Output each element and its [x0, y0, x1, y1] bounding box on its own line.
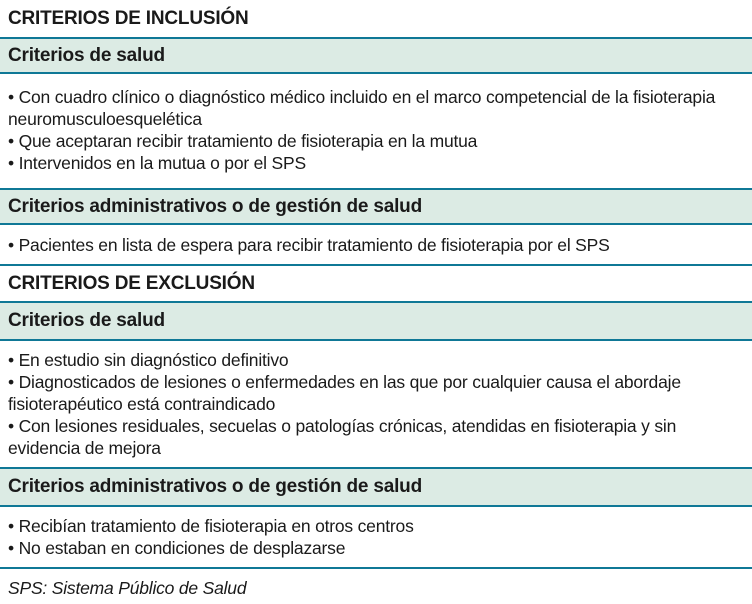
- exclusion-admin-items: • Recibían tratamiento de fisioterapia e…: [0, 507, 752, 567]
- subheader-inclusion-salud: Criterios de salud: [0, 37, 752, 74]
- criteria-item: • Intervenidos en la mutua o por el SPS: [8, 153, 306, 173]
- inclusion-salud-items: • Con cuadro clínico o diagnóstico médic…: [0, 74, 752, 188]
- section-header-inclusion: CRITERIOS DE INCLUSIÓN: [0, 0, 752, 37]
- criteria-item: • Diagnosticados de lesiones o enfermeda…: [8, 372, 681, 414]
- criteria-item: • Con lesiones residuales, secuelas o pa…: [8, 416, 677, 458]
- subheader-exclusion-salud: Criterios de salud: [0, 301, 752, 341]
- criteria-item: • Recibían tratamiento de fisioterapia e…: [8, 516, 414, 536]
- criteria-item: • Que aceptaran recibir tratamiento de f…: [8, 131, 478, 151]
- inclusion-admin-items: • Pacientes en lista de espera para reci…: [0, 225, 752, 266]
- subheader-exclusion-admin: Criterios administrativos o de gestión d…: [0, 467, 752, 507]
- subheader-inclusion-salud-label: Criterios de salud: [8, 44, 165, 66]
- subheader-exclusion-salud-label: Criterios de salud: [8, 310, 165, 331]
- subheader-exclusion-admin-label: Criterios administrativos o de gestión d…: [8, 476, 422, 497]
- footnote: SPS: Sistema Público de Salud: [0, 567, 752, 604]
- criteria-item: • En estudio sin diagnóstico definitivo: [8, 350, 289, 370]
- exclusion-salud-items: • En estudio sin diagnóstico definitivo …: [0, 341, 752, 467]
- criteria-item: • Con cuadro clínico o diagnóstico médic…: [8, 87, 716, 129]
- footnote-label: SPS: Sistema Público de Salud: [8, 578, 247, 598]
- section-header-inclusion-label: CRITERIOS DE INCLUSIÓN: [8, 7, 249, 29]
- section-header-exclusion-label: CRITERIOS DE EXCLUSIÓN: [8, 272, 255, 294]
- criteria-item: • Pacientes en lista de espera para reci…: [8, 235, 610, 255]
- subheader-inclusion-admin: Criterios administrativos o de gestión d…: [0, 188, 752, 225]
- section-header-exclusion: CRITERIOS DE EXCLUSIÓN: [0, 266, 752, 301]
- subheader-inclusion-admin-label: Criterios administrativos o de gestión d…: [8, 195, 422, 217]
- criteria-item: • No estaban en condiciones de desplazar…: [8, 538, 346, 558]
